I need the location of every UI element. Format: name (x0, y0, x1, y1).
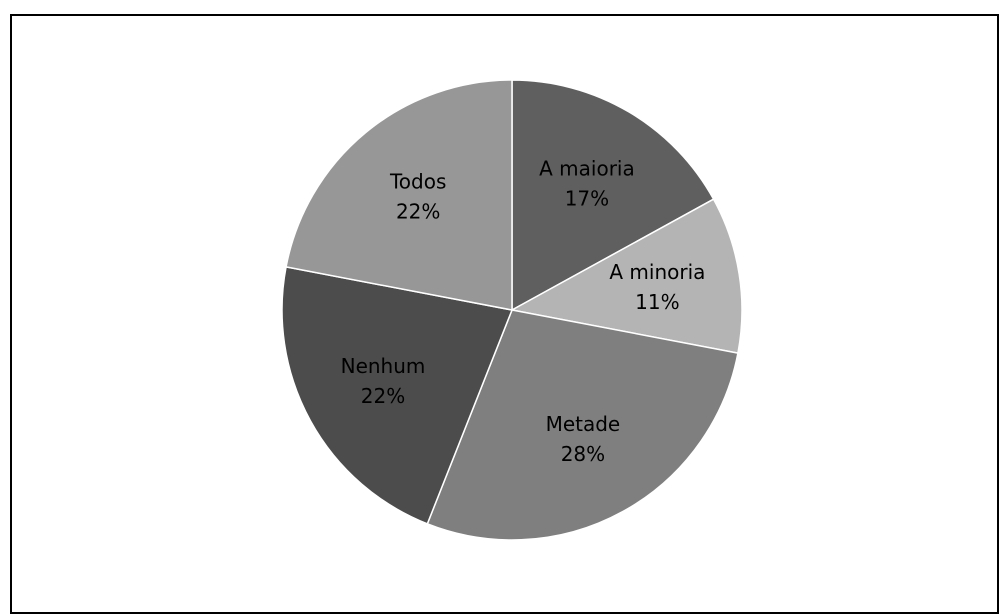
pie-slice (509, 198, 743, 354)
slice-category-label: A minoria (609, 260, 705, 284)
slice-category-label: Nenhum (341, 354, 426, 378)
slice-category-label: A maioria (539, 156, 635, 180)
slice-percent-label: 28% (561, 442, 605, 466)
pie-chart: A maioria 17% A minoria 11% Metade 28% Nenhum 2… (281, 79, 743, 541)
pie-slice (281, 266, 514, 525)
slice-percent-label: 11% (635, 290, 679, 314)
pie-slice (511, 79, 715, 312)
slice-category-label: Todos (389, 170, 446, 194)
pie-labels: A maioria 17% A minoria 11% Metade 28% Nenhum 2… (341, 156, 706, 466)
slice-category-label: Metade (546, 412, 621, 436)
pie-slice (285, 79, 513, 311)
slice-percent-label: 22% (361, 384, 405, 408)
pie-slice (426, 309, 739, 541)
pie-slices (281, 79, 743, 541)
slice-percent-label: 22% (396, 200, 440, 224)
slice-percent-label: 17% (565, 186, 609, 210)
